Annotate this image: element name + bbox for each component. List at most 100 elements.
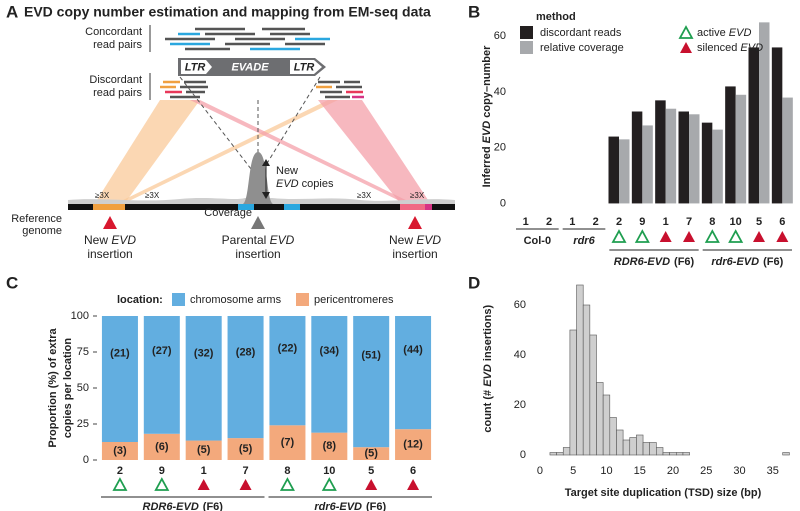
x-tick-label: 8 xyxy=(284,465,290,477)
insertion-marker xyxy=(103,216,117,229)
histogram-bar xyxy=(656,447,664,456)
reference-genome xyxy=(68,204,455,210)
bar xyxy=(665,108,677,204)
y-tick-label: 50 xyxy=(77,382,89,394)
status-marker xyxy=(659,231,672,242)
bar xyxy=(748,47,759,204)
bar xyxy=(678,111,689,204)
y-tick-label: 25 xyxy=(77,418,89,430)
bar-segment xyxy=(269,316,306,426)
x-tick-label: 8 xyxy=(709,216,715,228)
label: Discordant xyxy=(89,74,142,86)
legend-label-part: EVD xyxy=(729,27,752,39)
x-tick-label: 2 xyxy=(593,216,599,228)
group-generation: (F6) xyxy=(763,256,784,268)
group-name: Col-0 xyxy=(524,235,552,247)
y-axis-label: count (# EVD insertions) xyxy=(482,305,494,433)
x-tick-label: 5 xyxy=(368,465,374,477)
count-label: (22) xyxy=(278,343,298,355)
group-name: rdr6-EVD xyxy=(711,256,759,268)
bar xyxy=(655,100,666,204)
x-tick-label: 1 xyxy=(523,216,529,228)
x-tick-label: 5 xyxy=(570,465,576,477)
x-tick-label: 7 xyxy=(686,216,692,228)
legend-swatch xyxy=(172,293,185,306)
segment xyxy=(238,204,254,210)
histogram-bar xyxy=(675,452,684,456)
histogram-bar xyxy=(609,417,617,456)
ltr-box xyxy=(181,60,212,74)
label: Concordant xyxy=(85,26,142,38)
y-tick-label: 20 xyxy=(514,399,526,411)
histogram-bar xyxy=(662,452,670,456)
count-label: (5) xyxy=(364,447,378,459)
y-axis-label: copies per location xyxy=(62,338,74,439)
segment xyxy=(284,204,300,210)
histogram-bar xyxy=(569,329,577,456)
bar-segment xyxy=(353,447,390,460)
legend-title: location: xyxy=(117,294,163,306)
status-marker xyxy=(728,229,744,243)
histogram-bar xyxy=(562,447,571,456)
bar xyxy=(608,136,619,204)
arrowhead xyxy=(262,159,270,166)
insertion-marker xyxy=(408,216,422,229)
status-marker xyxy=(279,477,295,491)
count-label: (12) xyxy=(403,438,423,450)
x-tick-label: 30 xyxy=(733,465,745,477)
status-marker xyxy=(154,477,170,491)
label: insertion xyxy=(87,247,132,261)
y-axis-label: Proportion (%) of extra xyxy=(47,328,59,448)
legend-swatch xyxy=(520,41,533,54)
bar-segment xyxy=(311,316,348,433)
status-marker xyxy=(680,42,692,53)
y-tick-label: 100 xyxy=(71,310,89,322)
label: Parental EVD xyxy=(222,233,295,247)
legend-title: method xyxy=(536,11,576,23)
y-tick-label: 20 xyxy=(494,142,506,154)
count-label: (3) xyxy=(113,445,127,457)
element-body xyxy=(178,58,326,76)
histogram-bar xyxy=(642,442,650,456)
histogram-bar xyxy=(782,452,790,456)
x-tick-label: 2 xyxy=(117,465,123,477)
ltr-label: LTR xyxy=(294,61,315,73)
count-label: (51) xyxy=(361,349,381,361)
bar xyxy=(689,114,700,204)
x-tick-label: 10 xyxy=(730,216,742,228)
legend-label: silenced EVD xyxy=(697,42,763,54)
x-tick-label: 9 xyxy=(159,465,165,477)
x-tick-label: 10 xyxy=(323,465,335,477)
x-tick-label: 2 xyxy=(616,216,622,228)
legend-swatch xyxy=(296,293,309,306)
legend-label-part: silenced xyxy=(697,42,740,54)
label: Reference xyxy=(11,213,62,225)
y-axis-label-part: EVD xyxy=(481,121,493,144)
bar-segment xyxy=(227,438,264,460)
status-marker xyxy=(365,479,378,490)
status-marker xyxy=(197,479,210,490)
bar xyxy=(642,125,653,204)
histogram-bar xyxy=(602,394,611,456)
segment xyxy=(400,204,425,210)
count-label: (44) xyxy=(403,344,423,356)
coverage-peak xyxy=(243,152,273,204)
bar-segment xyxy=(101,316,138,442)
count-label: (6) xyxy=(155,441,169,453)
status-marker xyxy=(776,231,789,242)
histogram-bar xyxy=(669,452,677,456)
x-tick-label: 6 xyxy=(779,216,785,228)
panel-title: EVD copy number estimation and mapping f… xyxy=(24,4,431,20)
status-marker xyxy=(112,477,128,491)
legend-label: relative coverage xyxy=(540,42,624,54)
histogram-bar xyxy=(649,442,657,456)
legend-label-part: active xyxy=(697,27,729,39)
group-label: Col-0 xyxy=(524,235,552,247)
panel-letter: A xyxy=(6,2,18,21)
label: genome xyxy=(22,225,62,237)
bar-segment xyxy=(101,442,138,460)
legend-label: discordant reads xyxy=(540,27,622,39)
legend-label: pericentromeres xyxy=(314,294,394,306)
x-tick-label: 6 xyxy=(410,465,416,477)
